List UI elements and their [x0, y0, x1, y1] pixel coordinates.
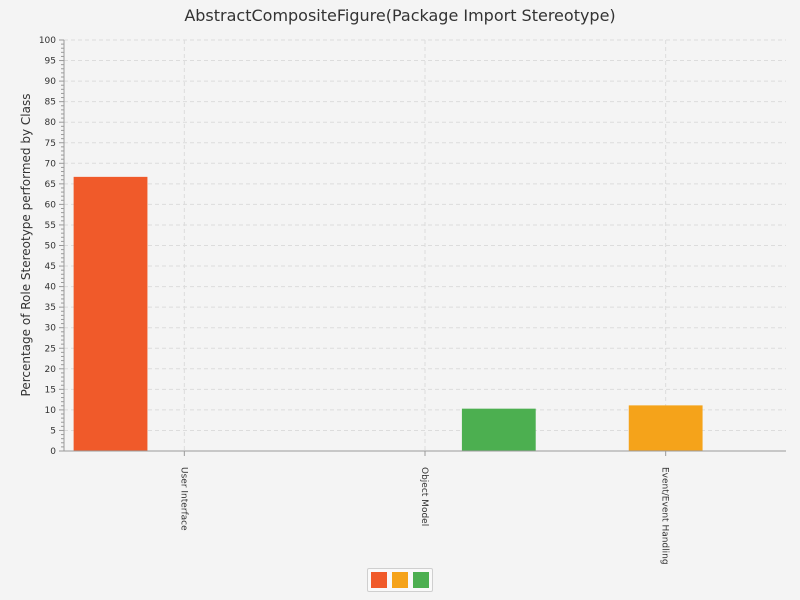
bars — [73, 176, 703, 451]
x-tick-label: Event/Event Handling — [660, 467, 670, 565]
y-tick-label: 50 — [45, 242, 57, 252]
y-tick-label: 95 — [45, 57, 56, 67]
y-tick-label: 75 — [45, 139, 56, 149]
legend — [367, 568, 433, 592]
bar-event-event-handling-series-2[interactable] — [628, 405, 703, 451]
bar-user-interface-series-1[interactable] — [73, 176, 148, 451]
grid-lines — [64, 39, 786, 451]
y-tick-label: 20 — [45, 365, 57, 375]
y-tick-label: 40 — [45, 283, 57, 293]
legend-swatch-1[interactable] — [371, 572, 387, 588]
y-tick-label: 70 — [45, 159, 57, 169]
y-tick-label: 65 — [45, 180, 56, 190]
y-tick-label: 80 — [45, 118, 57, 128]
chart-title: AbstractCompositeFigure(Package Import S… — [184, 6, 616, 25]
tick-labels: 0 5 10 15 20 25 30 35 40 45 50 55 60 65 70 75 80 85 90 95 10… — [39, 36, 670, 565]
y-tick-label: 85 — [45, 98, 56, 108]
y-tick-label: 5 — [50, 426, 56, 436]
y-tick-label: 55 — [45, 221, 56, 231]
x-tick-label: User Interface — [178, 467, 188, 531]
y-tick-label: 15 — [45, 385, 56, 395]
y-tick-label: 0 — [50, 447, 56, 457]
x-tick-label: Object Model — [419, 467, 429, 526]
y-tick-label: 35 — [45, 303, 56, 313]
y-tick-label: 25 — [45, 344, 56, 354]
y-tick-label: 10 — [45, 406, 57, 416]
axes — [59, 39, 786, 456]
y-tick-label: 90 — [45, 77, 57, 87]
y-tick-label: 45 — [45, 262, 56, 272]
legend-swatch-3[interactable] — [413, 572, 429, 588]
y-tick-label: 100 — [39, 36, 56, 46]
y-tick-label: 30 — [45, 324, 57, 334]
y-tick-label: 60 — [45, 200, 57, 210]
legend-swatch-2[interactable] — [392, 572, 408, 588]
bar-object-model-series-3[interactable] — [461, 408, 536, 451]
